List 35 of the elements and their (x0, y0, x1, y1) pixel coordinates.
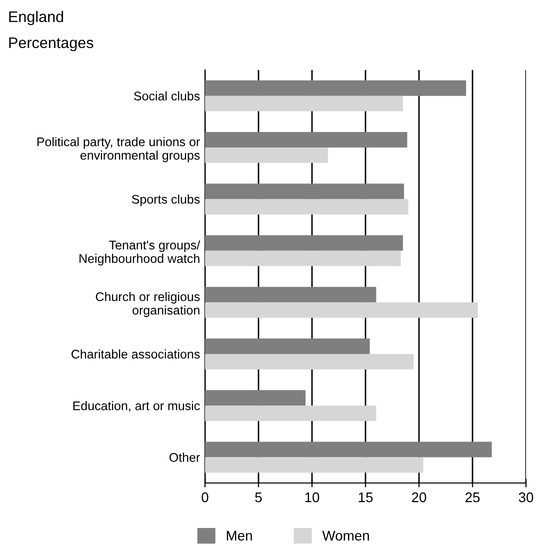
bar (205, 80, 466, 96)
bar (205, 338, 370, 354)
y-tick-label: Charitable associations (72, 349, 200, 359)
bar (205, 96, 403, 112)
x-tick-label: 20 (412, 492, 426, 502)
y-tick-label: Political party, trade unions or environmental groups (37, 137, 200, 162)
bar (205, 147, 328, 163)
text: Percentages (9, 37, 94, 52)
legend-label: Men (226, 530, 252, 541)
text: England (9, 10, 64, 26)
y-tick-label: Other (169, 452, 200, 462)
x-tick-label: 0 (202, 492, 208, 502)
y-tick-label: Church or religious organisation (96, 292, 200, 318)
y-tick-label: Education, art or music (73, 401, 200, 412)
legend-label: Women (322, 530, 369, 541)
bar (205, 457, 424, 473)
x-tick-label: 30 (518, 492, 534, 502)
bar (205, 235, 403, 251)
bar (205, 132, 408, 148)
bar (205, 354, 414, 370)
x-tick-label: 25 (465, 492, 480, 502)
x-tick-label: 5 (255, 492, 262, 502)
bar (205, 184, 404, 200)
bar (205, 442, 492, 458)
x-tick-label: 15 (358, 492, 373, 502)
y-tick-label: Tenant's groups/ Neighbourhood watch (80, 240, 200, 266)
x-tick-label: 10 (305, 492, 320, 502)
bar (205, 302, 478, 318)
bar (205, 199, 408, 215)
bar (205, 406, 376, 422)
y-tick-label: Social clubs (134, 91, 200, 100)
bar (205, 390, 306, 406)
bar (205, 286, 376, 302)
bar (205, 250, 401, 266)
y-tick-label: Sports clubs (132, 194, 200, 206)
